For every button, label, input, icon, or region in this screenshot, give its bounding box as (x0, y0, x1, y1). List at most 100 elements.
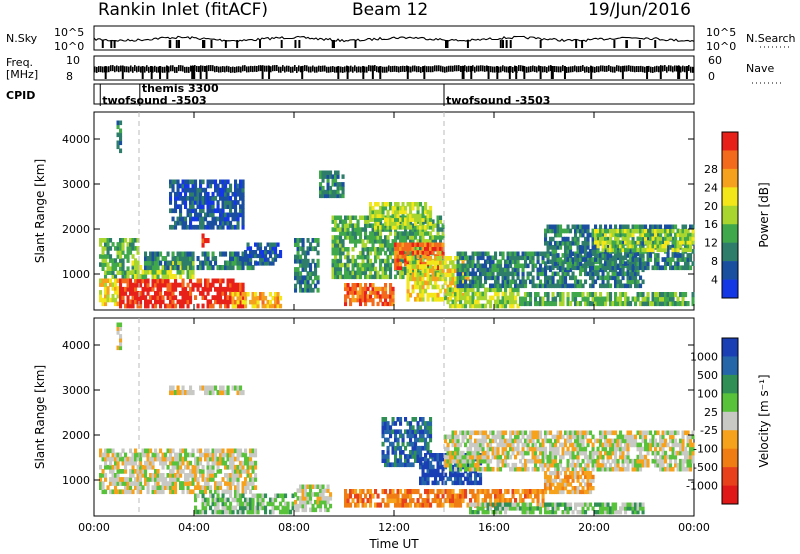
data-cell (246, 265, 250, 271)
data-cell (186, 224, 190, 230)
data-cell (336, 182, 340, 187)
data-cell (236, 260, 240, 266)
data-cell (429, 264, 433, 269)
data-cell (506, 279, 510, 285)
data-cell (381, 274, 385, 280)
freq-mark (668, 65, 670, 72)
data-cell (331, 219, 335, 224)
data-cell (169, 390, 173, 396)
data-cell (274, 253, 278, 259)
data-cell (406, 261, 410, 267)
data-cell (126, 489, 130, 495)
data-cell (421, 258, 425, 264)
freq-mark (96, 66, 98, 73)
data-cell (494, 303, 498, 309)
data-cell (401, 450, 405, 455)
data-cell (126, 485, 130, 490)
data-cell (214, 481, 218, 486)
data-cell (194, 456, 198, 462)
data-cell (426, 272, 430, 278)
data-cell (396, 213, 400, 219)
data-cell (416, 247, 420, 252)
data-cell (614, 240, 618, 245)
data-cell (146, 456, 150, 462)
data-cell (319, 193, 323, 199)
data-cell (151, 485, 155, 490)
data-cell (186, 291, 190, 296)
data-cell (179, 291, 183, 296)
data-cell (641, 257, 645, 262)
data-cell (169, 208, 173, 214)
freq-mark (486, 65, 488, 72)
data-cell (214, 216, 218, 222)
data-cell (224, 200, 228, 205)
data-cell (141, 269, 145, 275)
data-cell (156, 286, 160, 292)
data-cell (571, 236, 575, 242)
search-tick-top: 10^5 (706, 26, 736, 39)
data-cell (131, 452, 135, 458)
data-cell (636, 240, 640, 245)
data-cell (609, 292, 613, 298)
data-cell (414, 247, 418, 252)
data-cell (614, 245, 618, 250)
data-cell (644, 301, 648, 307)
sky-noise-line (93, 35, 695, 43)
data-cell (261, 292, 265, 297)
data-cell (186, 183, 190, 189)
data-cell (481, 263, 485, 269)
data-cell (439, 276, 443, 282)
data-cell (196, 265, 200, 271)
data-cell (209, 212, 213, 218)
freq-mark (356, 66, 358, 73)
data-cell (154, 469, 158, 474)
data-cell (386, 266, 390, 272)
data-cell (419, 450, 423, 455)
data-cell (654, 240, 658, 245)
data-cell (666, 245, 670, 250)
data-cell (634, 261, 638, 266)
data-cell (489, 271, 493, 277)
data-cell (406, 221, 410, 226)
data-cell (586, 271, 590, 277)
data-cell (199, 196, 203, 201)
data-cell (339, 185, 343, 191)
data-cell (214, 505, 218, 511)
freq-mark (536, 66, 538, 73)
data-cell (536, 267, 540, 273)
data-cell (416, 250, 420, 255)
freq-mark (554, 66, 556, 73)
data-cell (119, 456, 123, 462)
data-cell (111, 282, 115, 287)
data-cell (231, 469, 235, 474)
data-cell (496, 259, 500, 265)
data-cell (124, 254, 128, 259)
data-cell (329, 496, 333, 501)
data-cell (384, 425, 388, 430)
freq-mark (580, 65, 582, 72)
data-cell (206, 390, 210, 396)
data-cell (236, 481, 240, 486)
data-cell (566, 251, 570, 257)
data-cell (139, 295, 143, 300)
data-cell (386, 437, 390, 443)
data-cell (419, 453, 423, 458)
data-cell (176, 269, 180, 275)
data-cell (189, 452, 193, 458)
data-cell (396, 217, 400, 222)
data-cell (254, 303, 258, 309)
data-cell (216, 497, 220, 503)
freq-mark (280, 66, 282, 73)
data-cell (129, 473, 133, 478)
data-cell (479, 279, 483, 285)
data-cell (656, 244, 660, 249)
data-cell (314, 246, 318, 252)
data-cell (136, 485, 140, 490)
data-cell (674, 244, 678, 249)
data-cell (231, 481, 235, 486)
data-cell (99, 448, 103, 454)
data-cell (379, 274, 383, 280)
freq-mark (548, 65, 550, 72)
data-cell (504, 279, 508, 285)
data-cell (211, 295, 215, 300)
